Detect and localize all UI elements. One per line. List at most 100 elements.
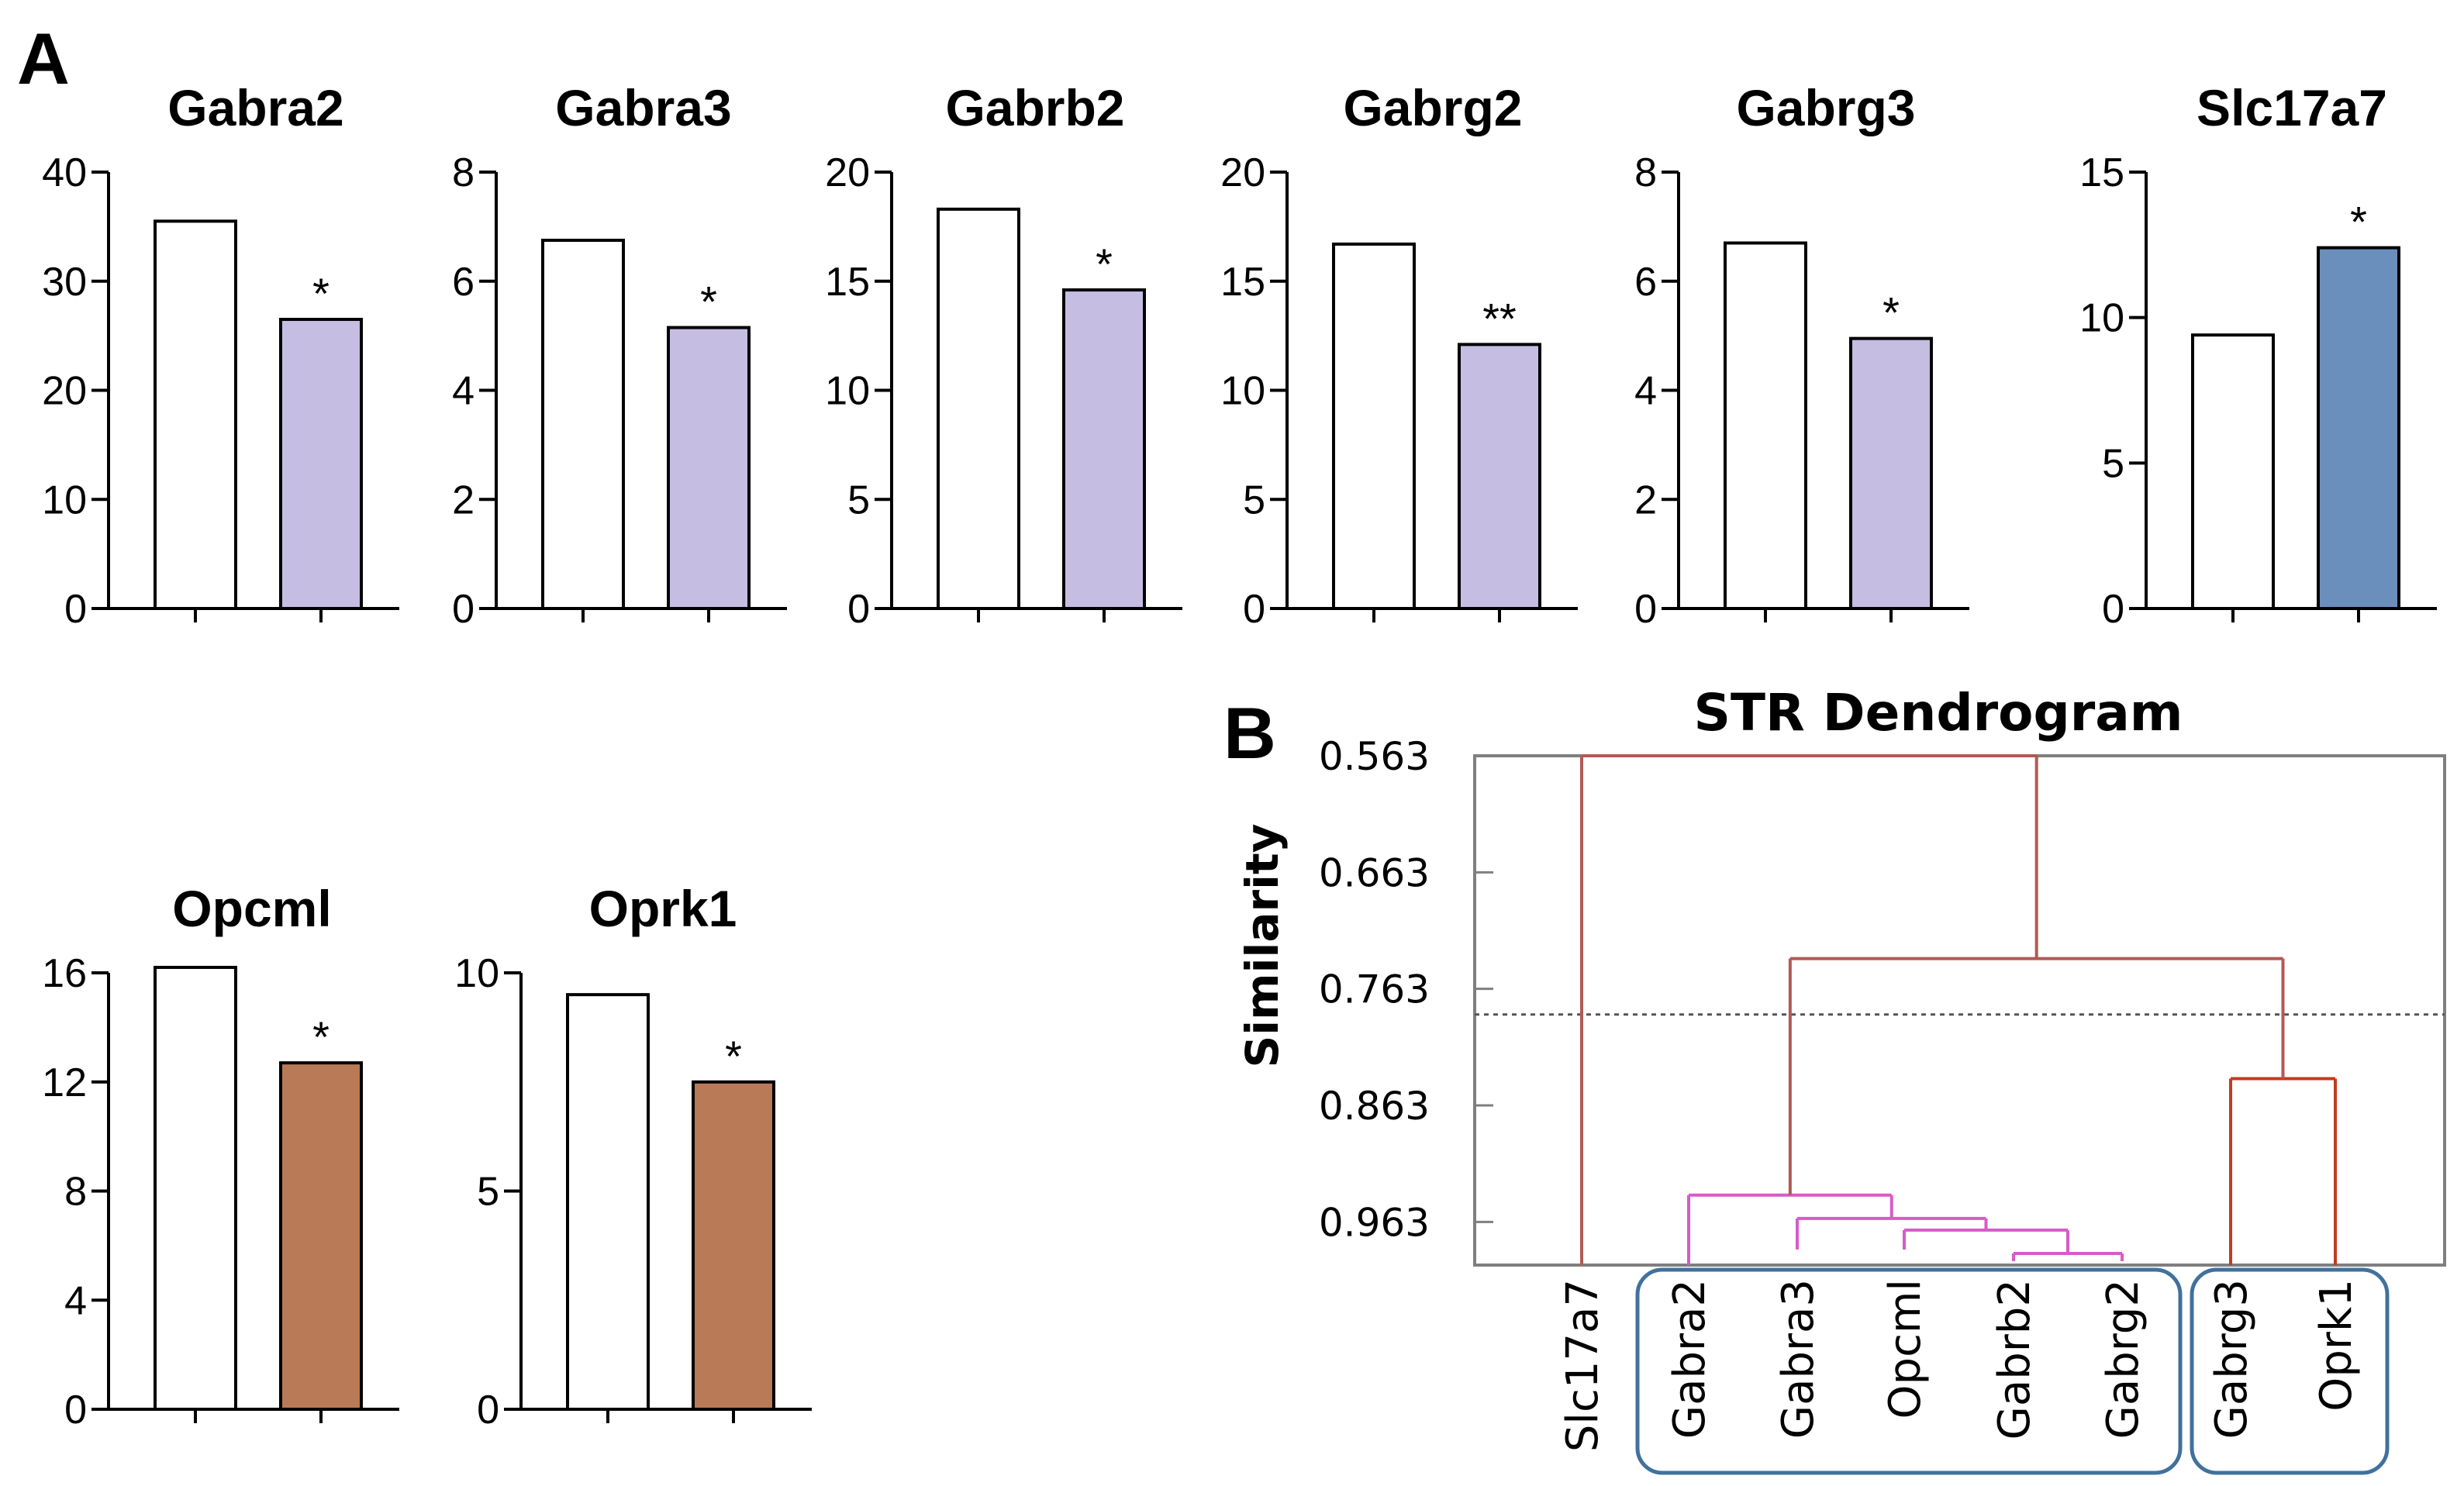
bar-control: [154, 965, 237, 1411]
bar-charts: Gabra2010203040*Gabra302468*Gabrb2051015…: [42, 79, 2437, 1433]
y-tick-label: 6: [1634, 260, 1657, 305]
bar-treated: [2317, 246, 2400, 610]
merge-gabrg3-oprk1: [2229, 1077, 2337, 1265]
chart-title: Slc17a7: [2197, 79, 2387, 136]
leaf-label: Gabrg2: [2098, 1279, 2148, 1439]
dendrogram-frame: [1473, 754, 2446, 1267]
y-tick-label: 8: [64, 1170, 87, 1215]
merge-gabra2: [1687, 1193, 1893, 1265]
y-tick-label: 10: [454, 951, 499, 996]
y-tick-label: 30: [42, 260, 87, 305]
bar-control: [566, 993, 650, 1411]
y-tick-label: 12: [42, 1060, 87, 1105]
y-tick-label: 5: [477, 1170, 499, 1215]
y-tick-label: 6: [452, 260, 475, 305]
bar-treated: [692, 1080, 775, 1411]
bar-control: [937, 207, 1020, 611]
merge-clusters: [1788, 957, 2285, 1195]
leaf-label: Opcml: [1880, 1279, 1931, 1419]
y-tick-label: 5: [847, 478, 870, 522]
bar-control: [154, 219, 237, 610]
bar-treated: [667, 326, 751, 610]
significance-marker: *: [312, 269, 330, 318]
bar-chart-gabrg3: Gabrg3 0 2 4 6 8 *: [1634, 79, 1969, 632]
significance-marker: *: [700, 278, 717, 326]
y-tick-label: 4: [1634, 369, 1657, 414]
dendrogram-title: STR Dendrogram: [1693, 683, 2183, 743]
bar-control: [541, 238, 625, 610]
bar-treated: [279, 318, 363, 610]
y-tick-label: 10: [42, 478, 87, 522]
chart-title: Gabra3: [555, 79, 731, 136]
bar-chart-gabra2: Gabra2 0 10 20 30 40 *: [42, 79, 399, 632]
y-tick-label: 0.563: [1319, 734, 1430, 779]
y-tick-label: 4: [452, 369, 475, 414]
leaf-label: Gabra3: [1773, 1279, 1824, 1439]
leaf-label: Gabrg3: [2207, 1279, 2257, 1439]
y-tick-label: 10: [1220, 369, 1265, 414]
bar-treated: [1458, 343, 1541, 610]
y-tick-label: 20: [42, 369, 87, 414]
significance-marker: *: [725, 1032, 742, 1081]
significance-marker: *: [312, 1012, 330, 1061]
y-tick-label: 16: [42, 951, 87, 996]
bar-chart-slc17a7: Slc17a7 0 5 10 15 *: [2079, 79, 2437, 632]
bar-treated: [279, 1061, 363, 1412]
bar-treated: [1849, 336, 1933, 610]
y-tick-label: 10: [2079, 296, 2124, 341]
y-tick-label: 4: [64, 1278, 87, 1323]
chart-title: Gabrg3: [1736, 79, 1915, 136]
chart-title: Gabrg2: [1343, 79, 1522, 136]
y-tick-label: 15: [2079, 150, 2124, 195]
bar-chart-gabrb2: Gabrb2 0 5 10 15 20 *: [825, 79, 1182, 632]
y-axis-label: Similarity: [1236, 823, 1289, 1067]
y-tick-label: 0: [64, 1388, 87, 1433]
y-tick-label: 5: [1243, 478, 1265, 522]
bar-control: [2191, 333, 2275, 610]
y-tick-label: 8: [452, 150, 475, 195]
y-tick-label: 0: [2102, 587, 2124, 632]
y-tick-label: 0: [452, 587, 475, 632]
bar-chart-oprk1: Oprk1 0 5 10 *: [454, 880, 812, 1433]
y-tick-label: 40: [42, 150, 87, 195]
significance-marker: *: [2350, 198, 2367, 247]
leaf-label: Oprk1: [2311, 1279, 2362, 1412]
chart-title: Opcml: [172, 880, 331, 937]
bar-treated: [1062, 288, 1146, 610]
panel-label-a: A: [17, 18, 70, 99]
y-tick-label: 2: [1634, 478, 1657, 522]
leaf-group-box: [1635, 1267, 2183, 1475]
y-tick-label: 15: [1220, 260, 1265, 305]
y-tick-label: 0: [1634, 587, 1657, 632]
y-tick-label: 2: [452, 478, 475, 522]
significance-marker: *: [1883, 288, 1900, 337]
y-tick-label: 0: [847, 587, 870, 632]
leaf-label: Gabrb2: [1989, 1279, 2040, 1439]
y-tick-label: 0.663: [1319, 850, 1430, 895]
bar-chart-gabra3: Gabra3 0 2 4 6 8 *: [452, 79, 787, 632]
chart-title: Oprk1: [589, 880, 737, 937]
y-tick-label: 0.863: [1319, 1084, 1430, 1129]
y-tick-label: 0: [1243, 587, 1265, 632]
y-tick-label: 10: [825, 369, 870, 414]
merge-gabrb2-gabrg2: [2012, 1251, 2124, 1261]
y-tick-label: 0.763: [1319, 967, 1430, 1012]
leaf-label: Gabra2: [1665, 1279, 1715, 1439]
chart-title: Gabrb2: [945, 79, 1124, 136]
y-tick-label: 5: [2102, 441, 2124, 486]
y-tick-label: 20: [825, 150, 870, 195]
panel-label-b: B: [1223, 692, 1276, 774]
merge-opcml: [1903, 1228, 2069, 1253]
y-tick-label: 0.963: [1319, 1200, 1430, 1245]
y-tick-label: 0: [64, 587, 87, 632]
significance-marker: **: [1482, 294, 1517, 343]
merge-gabra3: [1796, 1216, 1988, 1250]
merge-root: [1580, 754, 2038, 1265]
bar-control: [1332, 242, 1416, 610]
y-tick-label: 20: [1220, 150, 1265, 195]
leaf-label: Slc17a7: [1558, 1279, 1608, 1452]
significance-marker: *: [1096, 240, 1113, 288]
chart-title: Gabra2: [167, 79, 343, 136]
y-tick-label: 0: [477, 1388, 499, 1433]
